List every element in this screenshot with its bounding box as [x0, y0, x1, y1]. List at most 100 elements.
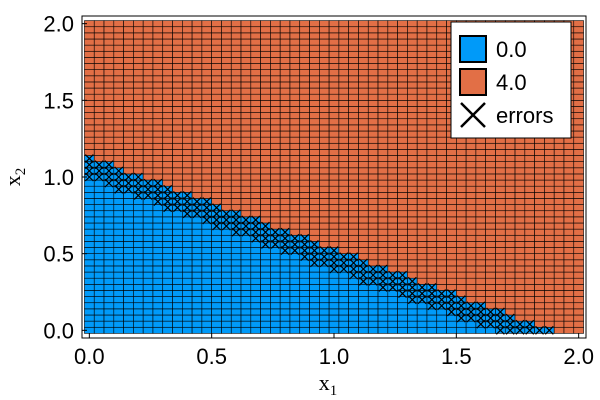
heatmap-cell — [348, 284, 359, 291]
heatmap-cell — [367, 155, 379, 162]
heatmap-cell — [436, 228, 447, 236]
heatmap-cell — [93, 259, 105, 267]
heatmap-cell — [211, 38, 222, 46]
heatmap-cell — [152, 149, 164, 156]
heatmap-cell — [250, 192, 261, 199]
heatmap-cell — [319, 63, 330, 70]
error-marker — [437, 289, 447, 298]
heatmap-cell — [152, 57, 164, 64]
heatmap-cell — [377, 253, 389, 261]
heatmap-cell — [407, 314, 418, 322]
heatmap-cell — [182, 87, 193, 95]
heatmap-cell — [289, 149, 301, 156]
heatmap-cell — [289, 290, 301, 297]
heatmap-cell — [93, 284, 105, 291]
heatmap-cell — [524, 185, 535, 193]
heatmap-cell — [250, 100, 261, 107]
heatmap-cell — [133, 271, 144, 279]
heatmap-cell — [123, 149, 134, 156]
heatmap-cell — [436, 26, 447, 34]
heatmap-cell — [377, 106, 389, 113]
heatmap-cell — [573, 204, 584, 212]
error-marker — [447, 289, 456, 298]
heatmap-cell — [426, 179, 438, 187]
heatmap-cell — [113, 198, 124, 205]
heatmap-cell — [142, 20, 154, 28]
heatmap-cell — [279, 302, 291, 310]
heatmap-cell — [230, 185, 242, 193]
heatmap-cell — [123, 20, 134, 28]
heatmap-cell — [191, 112, 203, 120]
heatmap-cell — [367, 173, 379, 181]
heatmap-cell — [514, 179, 526, 187]
heatmap-cell — [446, 142, 457, 150]
heatmap-cell — [328, 57, 340, 64]
heatmap-cell — [436, 234, 447, 242]
heatmap-cell — [387, 93, 398, 101]
heatmap-cell — [426, 326, 438, 334]
heatmap-cell — [534, 308, 545, 316]
heatmap-cell — [191, 87, 203, 95]
heatmap-cell — [93, 326, 105, 334]
heatmap-cell — [309, 320, 320, 328]
heatmap-cell — [172, 142, 183, 150]
heatmap-cell — [456, 271, 467, 279]
heatmap-cell — [133, 161, 144, 169]
heatmap-cell — [563, 149, 575, 156]
heatmap-cell — [524, 179, 535, 187]
heatmap-cell — [544, 204, 555, 212]
error-marker — [466, 301, 476, 311]
heatmap-cell — [84, 124, 95, 132]
heatmap-cell — [152, 81, 164, 89]
heatmap-cell — [465, 271, 477, 279]
heatmap-cell — [211, 271, 222, 279]
heatmap-cell — [387, 308, 398, 316]
heatmap-cell — [279, 259, 291, 267]
heatmap-cell — [319, 185, 330, 193]
heatmap-cell — [221, 234, 232, 242]
heatmap-cell — [103, 326, 115, 334]
heatmap-cell — [397, 124, 408, 132]
heatmap-cell — [319, 75, 330, 83]
heatmap-cell — [309, 277, 320, 285]
heatmap-cell — [191, 106, 203, 113]
heatmap-cell — [387, 136, 398, 144]
heatmap-cell — [230, 290, 242, 297]
heatmap-cell — [230, 32, 242, 40]
heatmap-cell — [133, 93, 144, 101]
heatmap-cell — [103, 20, 115, 28]
heatmap-cell — [250, 290, 261, 297]
heatmap-cell — [84, 296, 95, 304]
heatmap-cell — [377, 75, 389, 83]
error-marker — [544, 325, 554, 335]
heatmap-cell — [495, 222, 506, 230]
heatmap-cell — [299, 216, 310, 224]
heatmap-cell — [162, 63, 173, 70]
heatmap-cell — [172, 50, 183, 58]
heatmap-cell — [544, 265, 555, 273]
heatmap-cell — [172, 124, 183, 132]
heatmap-cell — [348, 326, 359, 334]
heatmap-cell — [230, 302, 242, 310]
heatmap-cell — [348, 192, 359, 199]
heatmap-cell — [348, 136, 359, 144]
heatmap-cell — [289, 277, 301, 285]
heatmap-cell — [348, 130, 359, 138]
heatmap-cell — [367, 106, 379, 113]
heatmap-cell — [84, 265, 95, 273]
heatmap-cell — [397, 216, 408, 224]
heatmap-cell — [348, 179, 359, 187]
heatmap-cell — [133, 63, 144, 70]
y-axis-label: x2 — [0, 168, 29, 187]
heatmap-cell — [260, 87, 271, 95]
heatmap-cell — [524, 142, 535, 150]
heatmap-cell — [260, 38, 271, 46]
heatmap-cell — [426, 118, 438, 126]
heatmap-cell — [367, 302, 379, 310]
heatmap-cell — [436, 314, 447, 322]
heatmap-cell — [309, 308, 320, 316]
heatmap-cell — [416, 155, 428, 162]
heatmap-cell — [240, 93, 252, 101]
heatmap-cell — [338, 130, 349, 138]
